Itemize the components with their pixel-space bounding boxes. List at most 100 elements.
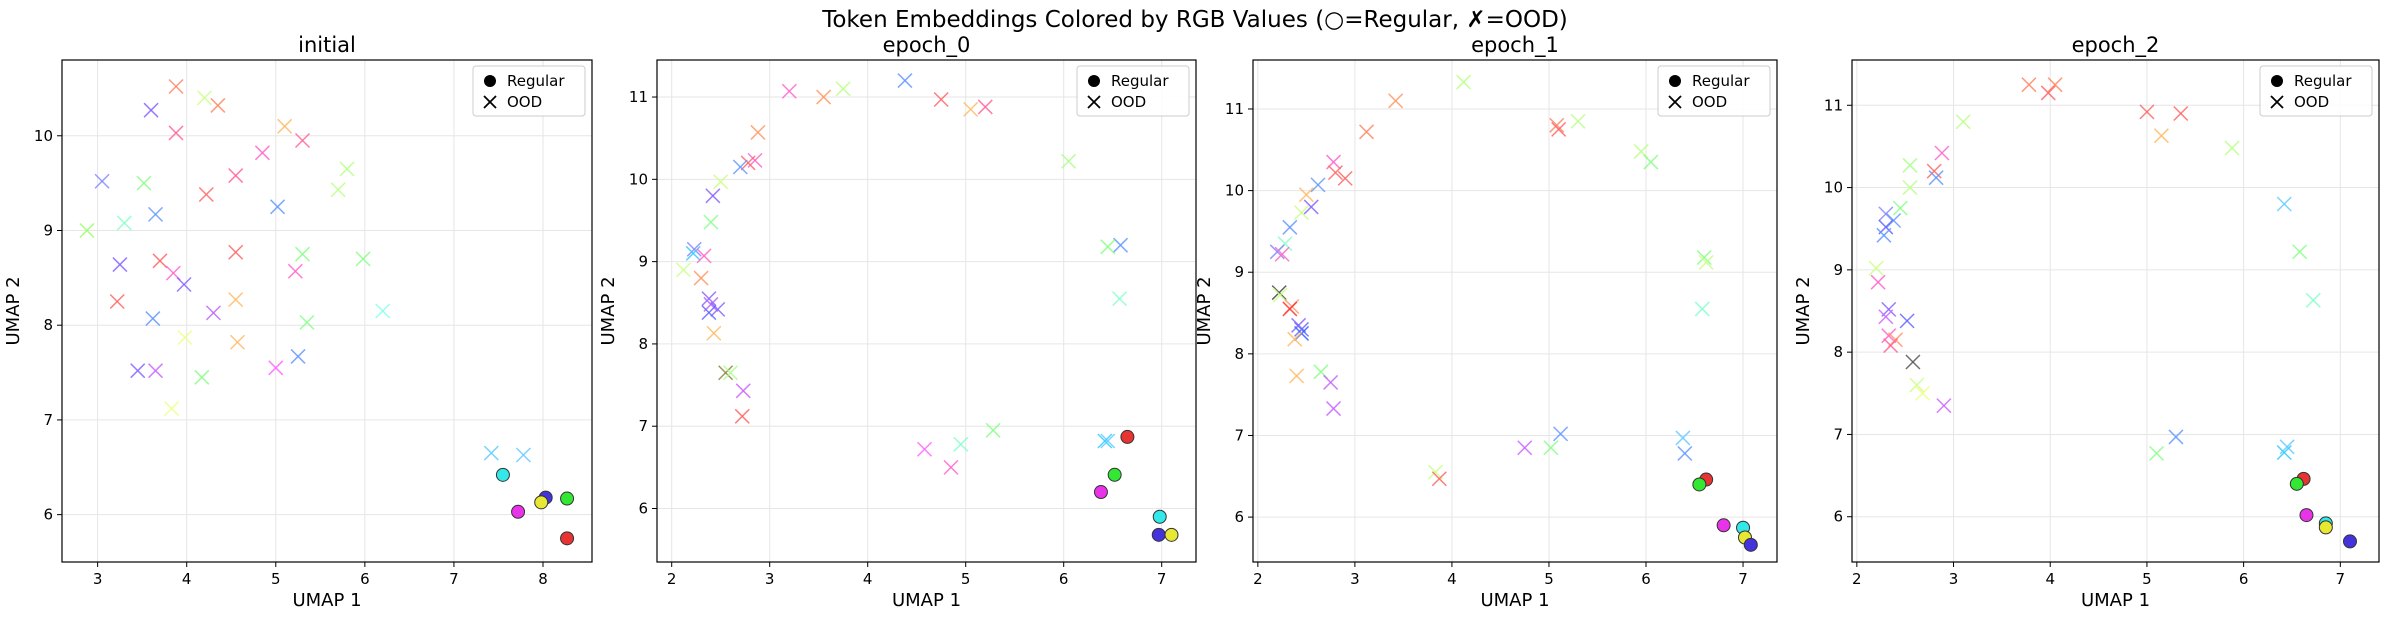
ood-stroke (1892, 200, 1908, 216)
ood-point (943, 459, 959, 475)
legend-regular-label: Regular (1111, 72, 1169, 90)
ood-point (1269, 244, 1285, 260)
ood-point (112, 257, 128, 273)
ood-point (1955, 114, 1971, 130)
ood-point (1359, 124, 1375, 140)
legend-ood-label: OOD (507, 93, 542, 111)
ood-point (2279, 439, 2295, 455)
ood-stroke (2276, 196, 2292, 212)
x-tick-label: 7 (2336, 570, 2346, 588)
ood-stroke (152, 253, 168, 269)
ood-stroke (143, 102, 159, 118)
ood-stroke (228, 292, 244, 308)
ood-point (1902, 180, 1918, 196)
ood-stroke (710, 301, 726, 317)
ood-point (290, 348, 306, 364)
y-tick-label: 11 (629, 88, 648, 106)
ood-stroke (705, 188, 721, 204)
ood-stroke (686, 241, 702, 257)
ood-point (1282, 219, 1298, 235)
ood-point (2168, 429, 2184, 445)
ood-stroke (1886, 212, 1902, 229)
ood-stroke (1269, 244, 1285, 260)
ood-stroke (483, 445, 499, 461)
legend-regular-marker (484, 75, 496, 87)
ood-point (330, 182, 346, 198)
ood-stroke (94, 173, 110, 189)
legend-ood-marker (483, 95, 497, 109)
x-tick-label: 2 (1852, 570, 1862, 588)
ood-point (198, 186, 214, 203)
ood-stroke (1291, 317, 1307, 333)
ood-stroke (355, 251, 371, 267)
ood-stroke (168, 78, 184, 95)
ood-point (1570, 113, 1586, 129)
ood-stroke (1902, 180, 1918, 196)
ood-stroke (917, 441, 933, 457)
panel-title: epoch_0 (883, 33, 971, 58)
ood-point (1902, 157, 1918, 173)
ood-point (355, 251, 371, 267)
regular-point (560, 531, 575, 546)
legend-ood-label: OOD (2294, 93, 2329, 111)
ood-stroke (1456, 74, 1472, 90)
ood-point (1097, 433, 1113, 449)
ood-point (1549, 117, 1565, 133)
x-tick-label: 2 (667, 570, 677, 588)
ood-stroke (1909, 377, 1925, 393)
y-tick-label: 6 (638, 500, 648, 518)
axes-frame (61, 59, 593, 563)
ood-point (718, 365, 734, 381)
ood-stroke (943, 459, 959, 475)
x-axis-label: UMAP 1 (292, 590, 361, 611)
panel-initial: 3 4 5 6 7 8 6 7 8 9 10 initial UMAP 1 UMAP 2 Regular OO… (3, 33, 593, 611)
ood-stroke (1955, 114, 1971, 130)
figure-title: Token Embeddings Colored by RGB Values (… (821, 7, 1568, 33)
ood-point (2173, 105, 2189, 122)
ood-stroke (1287, 331, 1303, 347)
ood-point (228, 292, 244, 308)
ood-stroke (2168, 429, 2184, 445)
ood-stroke (1870, 274, 1886, 290)
legend-box (472, 65, 586, 117)
regular-point (2342, 534, 2357, 549)
ood-stroke (339, 161, 355, 177)
x-tick-label: 2 (1253, 570, 1263, 588)
ood-point (205, 305, 221, 321)
ood-stroke (1282, 219, 1298, 235)
legend-regular-label: Regular (2294, 72, 2352, 90)
ood-stroke (2276, 445, 2292, 461)
ood-stroke (1293, 325, 1310, 341)
ood-stroke (2149, 445, 2165, 461)
ood-point (168, 125, 184, 141)
ood-point (194, 369, 210, 385)
ood-stroke (1431, 471, 1447, 487)
points (1868, 77, 2357, 549)
ood-point (1287, 331, 1303, 347)
x-tick-label: 6 (2239, 570, 2249, 588)
ood-point (781, 83, 797, 99)
y-axis-label: UMAP 2 (3, 276, 24, 345)
ood-point (1868, 260, 1884, 276)
ood-stroke (1113, 237, 1129, 253)
ood-point (177, 329, 193, 346)
legend-regular-marker (1669, 75, 1681, 87)
points (675, 73, 1179, 542)
ood-point (1915, 385, 1931, 401)
legend: Regular OOD (1657, 65, 1771, 117)
ood-point (1870, 274, 1886, 290)
regular-point (1692, 477, 1707, 492)
ood-stroke (2040, 85, 2056, 101)
ood-point (1517, 440, 1533, 456)
ood-point (1112, 291, 1128, 307)
ood-stroke (1936, 398, 1952, 414)
ood-point (515, 447, 531, 463)
ood-stroke (675, 262, 691, 278)
ood-stroke (693, 270, 709, 286)
ood-point (710, 301, 726, 317)
x-tick-label: 4 (182, 570, 192, 588)
ood-point (1100, 433, 1116, 449)
ood-point (1881, 328, 1897, 344)
ood-stroke (732, 159, 748, 175)
x-axis-label: UMAP 1 (1480, 590, 1549, 611)
